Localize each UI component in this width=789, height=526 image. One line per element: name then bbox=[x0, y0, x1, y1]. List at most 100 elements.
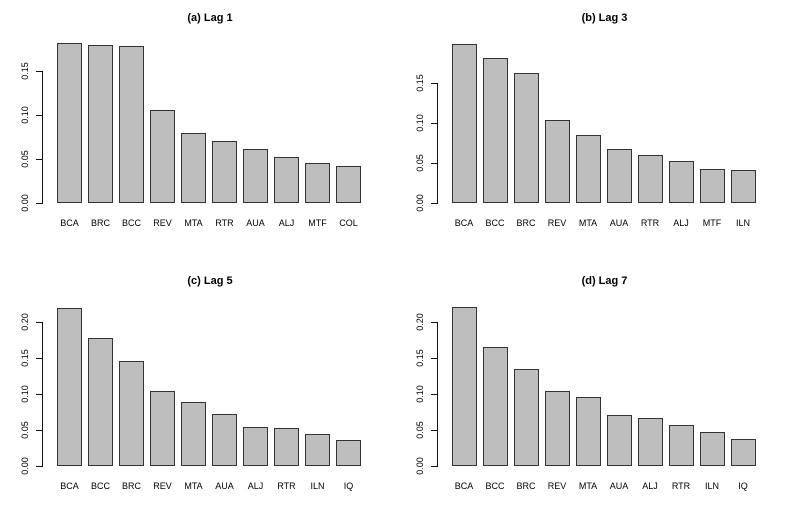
chart-plot-d: 0.00 0.05 0.10 0.15 0.20 BCA BCC BRC REV MTA AUA AL… bbox=[395, 263, 789, 526]
bar bbox=[637, 155, 663, 203]
y-tick-mark bbox=[430, 83, 437, 84]
bar-chart-panel-a: (a) Lag 1 0.00 0.05 0.10 0.15 BCA BRC BCC REV MT… bbox=[0, 0, 395, 263]
y-tick-mark bbox=[36, 357, 42, 359]
y-tick-mark bbox=[36, 321, 42, 323]
bar-chart-panel-d: (d) Lag 7 0.00 0.05 0.10 0.15 0.20 BCA BCC BRC R… bbox=[395, 263, 789, 526]
x-category-label: BRC bbox=[516, 481, 536, 491]
y-tick-label: 0.00 bbox=[20, 457, 30, 475]
y-tick-label: 0.00 bbox=[414, 457, 425, 475]
y-tick-label: 0.10 bbox=[414, 385, 425, 403]
bar bbox=[482, 347, 508, 466]
x-category-label: ALJ bbox=[278, 218, 295, 228]
bar bbox=[730, 438, 756, 466]
bar bbox=[150, 391, 175, 466]
bar bbox=[243, 149, 268, 203]
x-category-label: MTA bbox=[184, 481, 203, 491]
x-category-label: BCC bbox=[485, 481, 505, 491]
x-category-label: AUA bbox=[246, 218, 265, 228]
bar bbox=[575, 135, 601, 203]
bar bbox=[606, 414, 632, 466]
y-tick-mark bbox=[36, 203, 42, 204]
x-category-label: RTR bbox=[640, 218, 660, 228]
y-tick-label: 0.15 bbox=[414, 74, 425, 92]
x-category-label: REV bbox=[153, 481, 172, 491]
x-category-label: BCC bbox=[90, 481, 110, 491]
bar bbox=[513, 369, 539, 466]
x-category-label: MTA bbox=[184, 218, 203, 228]
y-tick-label: 0.05 bbox=[414, 421, 425, 439]
y-tick-mark bbox=[430, 393, 437, 395]
x-category-label: BCA bbox=[454, 218, 474, 228]
x-category-label: AUA bbox=[609, 218, 629, 228]
bar bbox=[243, 427, 268, 466]
y-tick-label: 0.15 bbox=[20, 349, 30, 367]
chart-title-d: (d) Lag 7 bbox=[581, 275, 628, 287]
bar-chart-panel-c: (c) Lag 5 0.00 0.05 0.10 0.15 0.20 BCA BCC BRC R… bbox=[0, 263, 395, 526]
bar bbox=[606, 148, 632, 203]
bar bbox=[336, 166, 361, 203]
bar bbox=[181, 401, 206, 466]
bar bbox=[730, 170, 756, 203]
bar bbox=[212, 140, 237, 203]
bar bbox=[336, 440, 361, 466]
x-category-label: BRC bbox=[516, 218, 536, 228]
chart-plot-a: 0.00 0.05 0.10 0.15 BCA BRC BCC REV MTA RTR AUA ALJ… bbox=[0, 0, 394, 263]
x-category-label: ALJ bbox=[642, 481, 658, 491]
bar bbox=[544, 391, 570, 466]
bar-chart-panel-b: (b) Lag 3 0.00 0.05 0.10 0.15 BCA BCC BRC REV MT… bbox=[395, 0, 789, 263]
x-category-label: RTR bbox=[277, 481, 296, 491]
bar bbox=[668, 161, 694, 203]
x-category-label: BCA bbox=[60, 481, 79, 491]
bar bbox=[57, 308, 82, 466]
chart-title-b: (b) Lag 3 bbox=[581, 12, 628, 24]
y-axis-line bbox=[436, 321, 438, 467]
x-category-label: BCA bbox=[60, 218, 79, 228]
bar bbox=[482, 58, 508, 203]
bar bbox=[575, 396, 601, 466]
y-tick-mark bbox=[430, 163, 437, 164]
y-tick-label: 0.15 bbox=[414, 349, 425, 367]
bar bbox=[513, 72, 539, 203]
x-category-label: MTF bbox=[308, 218, 327, 228]
x-category-label: BRC bbox=[121, 481, 141, 491]
y-tick-label: 0.00 bbox=[414, 194, 425, 212]
y-tick-mark bbox=[36, 115, 42, 117]
x-category-label: ILN bbox=[310, 481, 325, 491]
y-tick-mark bbox=[36, 159, 42, 161]
bar bbox=[699, 169, 725, 203]
x-category-label: ILN bbox=[704, 481, 719, 491]
y-tick-label: 0.00 bbox=[20, 194, 30, 212]
bar bbox=[305, 433, 330, 466]
bar bbox=[637, 418, 663, 466]
bar bbox=[212, 414, 237, 466]
x-category-label: REV bbox=[153, 218, 172, 228]
y-tick-label: 0.10 bbox=[414, 114, 425, 132]
x-category-label: RTR bbox=[215, 218, 234, 228]
y-tick-mark bbox=[430, 357, 437, 359]
y-tick-mark bbox=[430, 429, 437, 431]
y-tick-mark bbox=[36, 466, 42, 467]
x-category-label: REV bbox=[547, 481, 567, 491]
y-tick-mark bbox=[430, 123, 437, 124]
chart-plot-c: 0.00 0.05 0.10 0.15 0.20 BCA BCC BRC REV MTA AUA AL… bbox=[0, 263, 394, 526]
chart-title-a: (a) Lag 1 bbox=[187, 12, 233, 24]
x-category-label: ALJ bbox=[673, 218, 689, 228]
y-tick-label: 0.20 bbox=[414, 313, 425, 331]
x-category-label: COL bbox=[339, 218, 358, 228]
y-tick-label: 0.15 bbox=[20, 62, 30, 80]
chart-title-c: (c) Lag 5 bbox=[187, 275, 233, 287]
x-category-label: BCA bbox=[454, 481, 474, 491]
x-category-label: MTA bbox=[578, 218, 598, 228]
x-category-label: BCC bbox=[121, 218, 141, 228]
y-tick-label: 0.05 bbox=[20, 150, 30, 168]
y-axis-line bbox=[42, 321, 43, 467]
x-category-label: MTF bbox=[702, 218, 722, 228]
bar bbox=[305, 163, 330, 203]
y-tick-mark bbox=[36, 429, 42, 431]
x-category-label: IQ bbox=[738, 481, 748, 491]
bar bbox=[699, 432, 725, 466]
x-category-label: RTR bbox=[671, 481, 691, 491]
y-tick-label: 0.20 bbox=[20, 313, 30, 331]
x-category-label: AUA bbox=[215, 481, 234, 491]
x-category-label: ALJ bbox=[247, 481, 264, 491]
